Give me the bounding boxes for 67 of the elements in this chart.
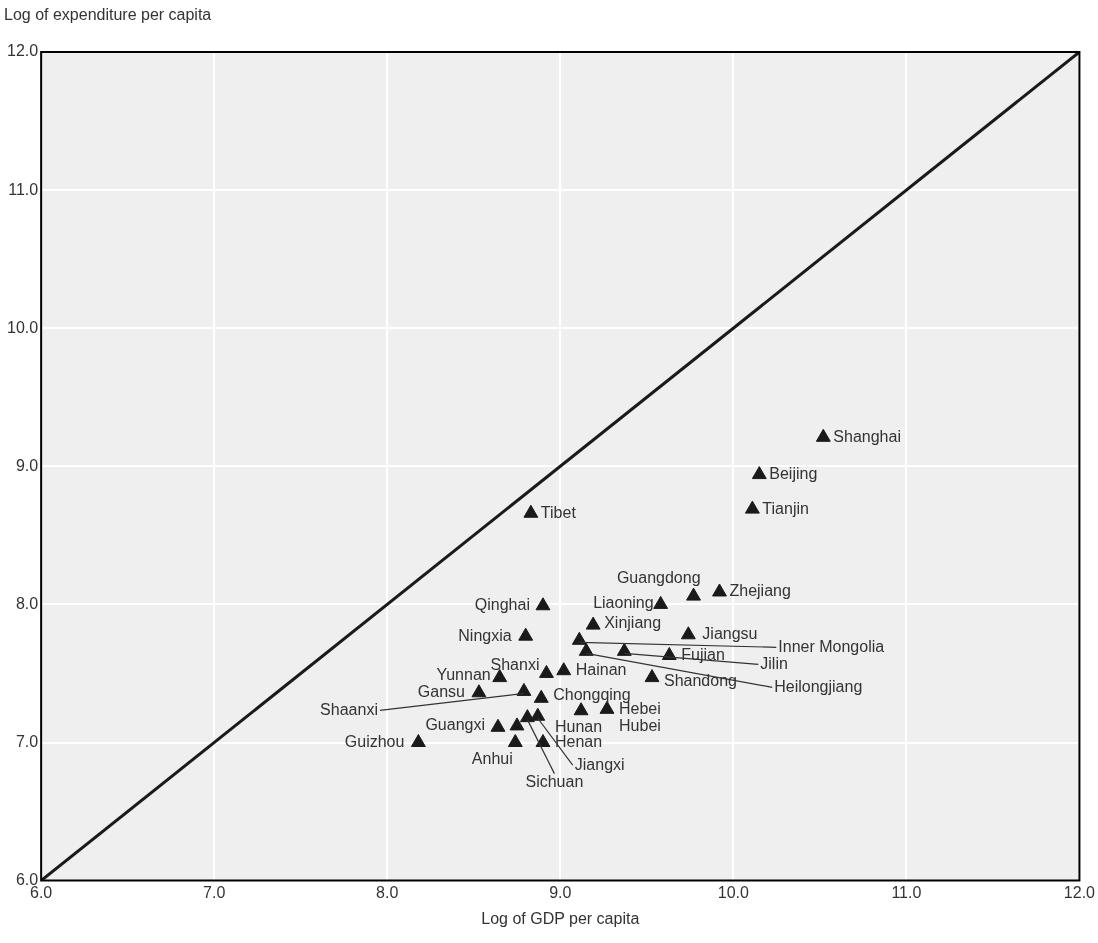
point bbox=[573, 702, 589, 716]
point bbox=[653, 595, 669, 609]
point bbox=[410, 734, 426, 747]
y-tick-label: 11.0 bbox=[8, 180, 39, 198]
point bbox=[535, 734, 551, 747]
y-tick-label: 10.0 bbox=[7, 318, 39, 336]
annotation: Zhejiang bbox=[729, 582, 791, 600]
point bbox=[616, 642, 632, 656]
y-tick-label: 7.0 bbox=[15, 732, 39, 750]
point bbox=[490, 718, 506, 732]
x-tick-label: 11.0 bbox=[891, 883, 922, 901]
annotation: Guangdong bbox=[616, 568, 701, 586]
point bbox=[518, 627, 534, 641]
point bbox=[571, 631, 587, 645]
annotation: Guangxi bbox=[425, 715, 485, 733]
point bbox=[712, 583, 727, 597]
y-tick-label: 12.0 bbox=[7, 42, 39, 60]
x-tick-label: 10.0 bbox=[717, 883, 750, 901]
annotation: Shanxi bbox=[490, 655, 540, 673]
x-tick-label: 9.0 bbox=[549, 883, 572, 901]
point bbox=[556, 662, 572, 676]
point bbox=[680, 626, 696, 640]
point bbox=[815, 428, 831, 442]
point bbox=[751, 466, 767, 480]
point bbox=[519, 709, 535, 723]
point bbox=[523, 504, 539, 518]
x-tick-label: 8.0 bbox=[376, 883, 399, 901]
point bbox=[509, 717, 525, 731]
annotation: Anhui bbox=[471, 749, 513, 767]
point bbox=[535, 597, 551, 611]
annotation: Shanghai bbox=[833, 427, 901, 445]
annotation: Sichuan bbox=[525, 773, 584, 791]
x-tick-label: 7.0 bbox=[203, 883, 226, 901]
annotation: Shandong bbox=[664, 672, 737, 689]
point bbox=[539, 664, 554, 678]
annotation: Hubei bbox=[619, 717, 661, 735]
annotation: Xinjiang bbox=[604, 613, 662, 631]
x-axis-title: Log of GDP per capita bbox=[481, 909, 640, 927]
annotation: Jilin bbox=[760, 654, 788, 672]
y-axis-title: Log of expenditure per capita bbox=[4, 6, 212, 24]
point bbox=[492, 669, 508, 683]
annotation: Hainan bbox=[575, 661, 627, 679]
point bbox=[686, 587, 701, 601]
annotation: Qinghai bbox=[474, 596, 530, 614]
annotation: Jiangxi bbox=[574, 755, 625, 773]
point bbox=[644, 669, 660, 683]
y-tick-label: 9.0 bbox=[15, 456, 39, 474]
annotation: Shaanxi bbox=[320, 700, 378, 718]
point bbox=[507, 734, 523, 747]
annotation: Jiangsu bbox=[702, 625, 758, 643]
annotation: Beijing bbox=[769, 464, 818, 482]
annotation: Liaoning bbox=[593, 593, 654, 611]
annotation: Fujian bbox=[681, 645, 725, 663]
annotation: Inner Mongolia bbox=[778, 637, 885, 655]
annotation: Tianjin bbox=[762, 499, 809, 517]
annotation: Gansu bbox=[417, 683, 465, 701]
point bbox=[585, 616, 601, 630]
annotation: Tibet bbox=[540, 503, 577, 521]
annotation: Yunnan bbox=[436, 666, 491, 683]
annotation: Ningxia bbox=[458, 626, 512, 644]
y-tick-label: 8.0 bbox=[15, 594, 39, 612]
point bbox=[744, 500, 760, 514]
point bbox=[533, 689, 549, 703]
point bbox=[471, 684, 487, 698]
annotation: Heilongjiang bbox=[774, 677, 863, 695]
x-tick-label: 12.0 bbox=[1063, 883, 1096, 901]
annotation: Guizhou bbox=[344, 732, 405, 750]
